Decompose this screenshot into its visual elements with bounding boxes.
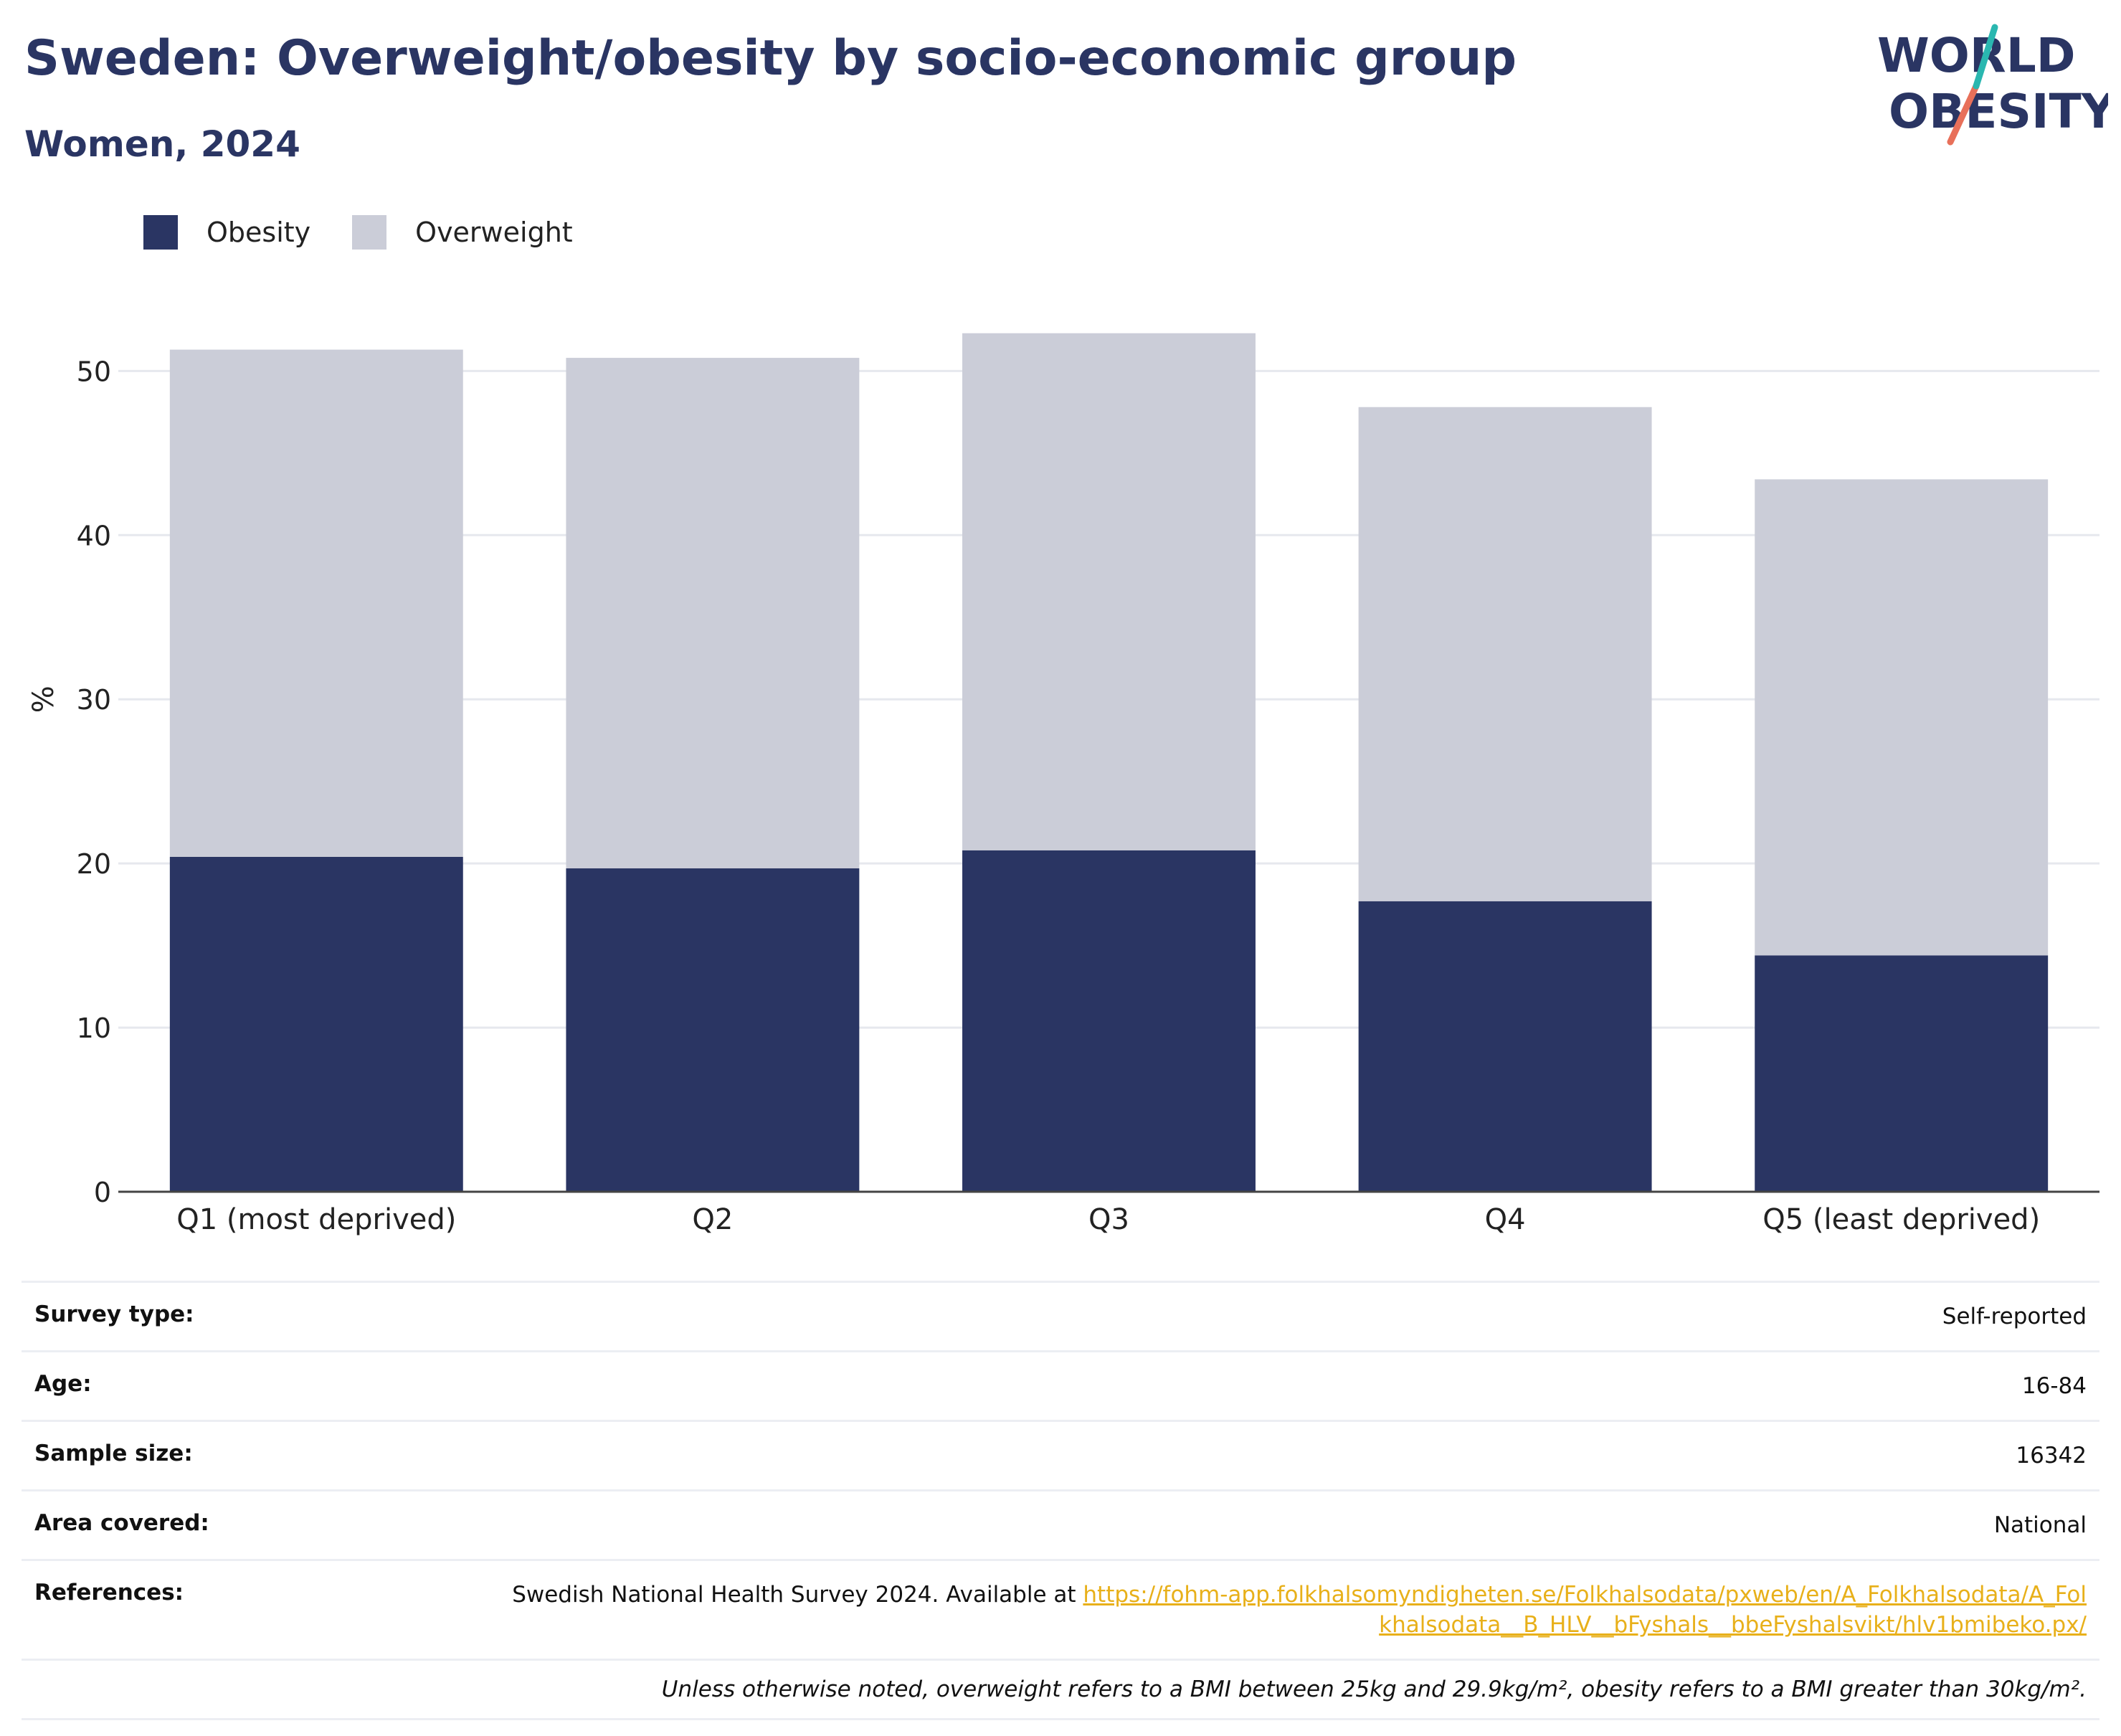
bar-overweight-5 [1755, 479, 2049, 956]
x-tick-label: Q4 [1485, 1203, 1526, 1236]
logo-line2: OBESITY [1889, 84, 2108, 139]
legend-label-overweight: Overweight [415, 217, 573, 248]
y-axis-title: % [27, 686, 60, 713]
y-tick-label: 10 [77, 1012, 111, 1044]
bar-obesity-5 [1755, 955, 2049, 1192]
y-tick-label: 40 [77, 520, 111, 551]
references-text: Swedish National Health Survey 2024. Ava… [512, 1582, 1083, 1608]
bar-overweight-2 [566, 358, 860, 869]
x-tick-label: Q2 [692, 1203, 733, 1236]
info-label: References: [34, 1580, 184, 1605]
logo-line1: WORLD [1877, 28, 2076, 83]
info-value: National [1993, 1512, 2087, 1538]
logo-coral-slash [1947, 82, 1980, 146]
references-value: Swedish National Health Survey 2024. Ava… [509, 1580, 2087, 1640]
world-obesity-logo: WORLD OBESITY [1877, 24, 2108, 146]
legend-label-obesity: Obesity [207, 217, 311, 248]
x-tick-label: Q1 (most deprived) [176, 1203, 456, 1236]
legend-item-overweight[interactable]: Overweight [352, 215, 573, 250]
bar-obesity-3 [962, 850, 1256, 1192]
x-tick-label: Q5 (least deprived) [1762, 1203, 2040, 1236]
legend-item-obesity[interactable]: Obesity [143, 215, 310, 250]
info-value: 16-84 [2021, 1373, 2087, 1399]
bar-overweight-4 [1358, 407, 1652, 901]
chart-title: Sweden: Overweight/obesity by socio-econ… [24, 30, 1517, 87]
info-row-references: References: Swedish National Health Surv… [22, 1559, 2099, 1659]
survey-info-table: Survey type: Self-reported Age: 16-84 Sa… [22, 1281, 2099, 1720]
info-label: Age: [34, 1371, 92, 1397]
chart-subtitle: Women, 2024 [24, 123, 300, 165]
bar-overweight-1 [169, 349, 463, 857]
references-link[interactable]: https://fohm-app.folkhalsomyndigheten.se… [1083, 1582, 2087, 1638]
info-label: Area covered: [34, 1510, 209, 1536]
x-tick-label: Q3 [1088, 1203, 1129, 1236]
y-tick-label: 0 [94, 1177, 111, 1208]
info-value: 16342 [2016, 1443, 2087, 1469]
legend-swatch-overweight [352, 215, 387, 250]
bar-obesity-4 [1358, 901, 1652, 1192]
logo-teal-slash [1973, 24, 1998, 90]
stacked-bar-chart: 0 10 20 30 40 50% Q1 (most deprived) Q2 Q3 Q4 Q5 (… [27, 333, 2099, 1236]
info-row-sample-size: Sample size: 16342 [22, 1420, 2099, 1489]
bar-obesity-2 [566, 868, 860, 1192]
info-row-area-covered: Area covered: National [22, 1489, 2099, 1559]
info-label: Survey type: [34, 1301, 194, 1327]
bar-overweight-3 [962, 333, 1256, 850]
info-label: Sample size: [34, 1441, 193, 1466]
y-tick-label: 20 [77, 848, 111, 880]
legend-swatch-obesity [143, 215, 178, 250]
info-row-survey-type: Survey type: Self-reported [22, 1281, 2099, 1350]
bar-obesity-1 [169, 856, 463, 1192]
y-tick-label: 50 [77, 356, 111, 387]
legend: Obesity Overweight [143, 214, 615, 251]
info-row-age: Age: 16-84 [22, 1350, 2099, 1420]
definition-note: Unless otherwise noted, overweight refer… [22, 1659, 2099, 1720]
info-value: Self-reported [1942, 1304, 2087, 1329]
y-tick-label: 30 [77, 684, 111, 716]
